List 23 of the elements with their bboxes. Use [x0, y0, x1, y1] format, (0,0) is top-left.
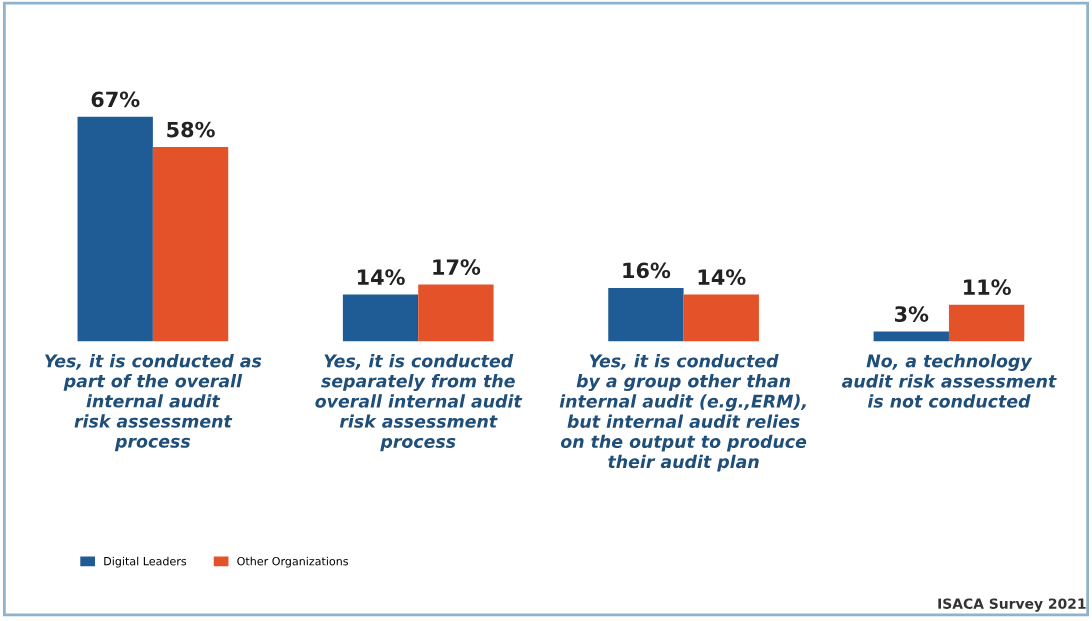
data-label: 67%: [91, 91, 140, 108]
legend-label: Digital Leaders: [104, 556, 187, 568]
data-label: 17%: [433, 259, 481, 275]
data-label: 11%: [964, 279, 1011, 296]
bar: [683, 294, 759, 342]
bar: [342, 294, 419, 342]
x-tick-label: No, a technology audit risk assessment is not conducted: [841, 353, 1057, 408]
bar: [608, 287, 684, 342]
bar: [948, 304, 1025, 342]
data-label: 58%: [167, 121, 215, 138]
bar: [873, 331, 949, 342]
legend-label: Other Organizations: [237, 556, 349, 568]
x-tick-label: Yes, it is conducted by a group other than internal audit (e.g.,ERM), but internal audit relies on the output to produce their audit plan: [559, 353, 807, 472]
x-tick-label: Yes, it is conducted separately from the overall internal audit risk assessment process: [315, 353, 523, 452]
bar: [152, 147, 229, 342]
data-label: 14%: [698, 269, 746, 285]
text: ISACA Survey 2021: [938, 598, 1086, 612]
bar: [418, 284, 494, 342]
data-label: 16%: [623, 262, 671, 279]
data-label: 3%: [894, 306, 929, 322]
data-label: 14%: [357, 269, 405, 285]
x-tick-label: Yes, it is conducted as part of the overall internal audit risk assessment process: [45, 353, 262, 452]
bar: [77, 116, 153, 342]
